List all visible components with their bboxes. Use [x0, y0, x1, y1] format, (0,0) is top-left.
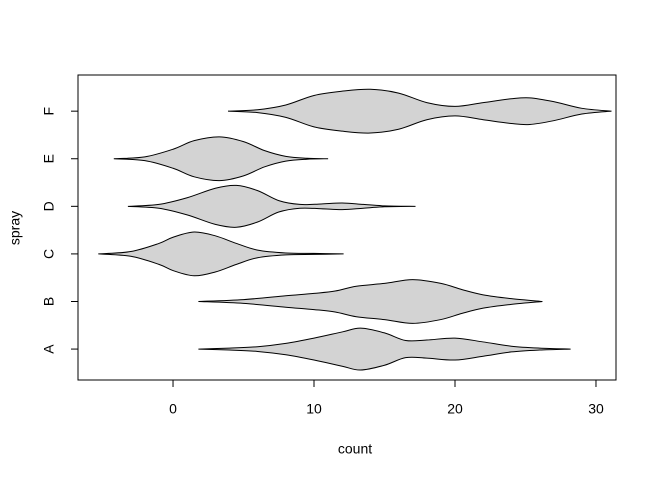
- y-tick-label: D: [41, 201, 57, 211]
- x-tick-label: 30: [588, 401, 604, 417]
- violin: [113, 136, 329, 182]
- x-tick-label: 20: [447, 401, 463, 417]
- y-tick-label: E: [41, 154, 57, 163]
- plot-frame: [77, 74, 617, 381]
- x-axis-label: count: [338, 441, 372, 457]
- x-tick-label: 0: [169, 401, 177, 417]
- y-axis-label: spray: [7, 211, 23, 245]
- y-tick-label: C: [41, 249, 57, 259]
- violin: [198, 279, 543, 324]
- violin: [127, 184, 416, 228]
- violin: [227, 88, 612, 134]
- y-tick-label: B: [41, 297, 57, 306]
- y-tick-label: A: [41, 344, 57, 354]
- y-tick-label: F: [41, 107, 57, 116]
- x-tick-label: 10: [306, 401, 322, 417]
- violin: [198, 327, 571, 371]
- violin: [98, 231, 344, 277]
